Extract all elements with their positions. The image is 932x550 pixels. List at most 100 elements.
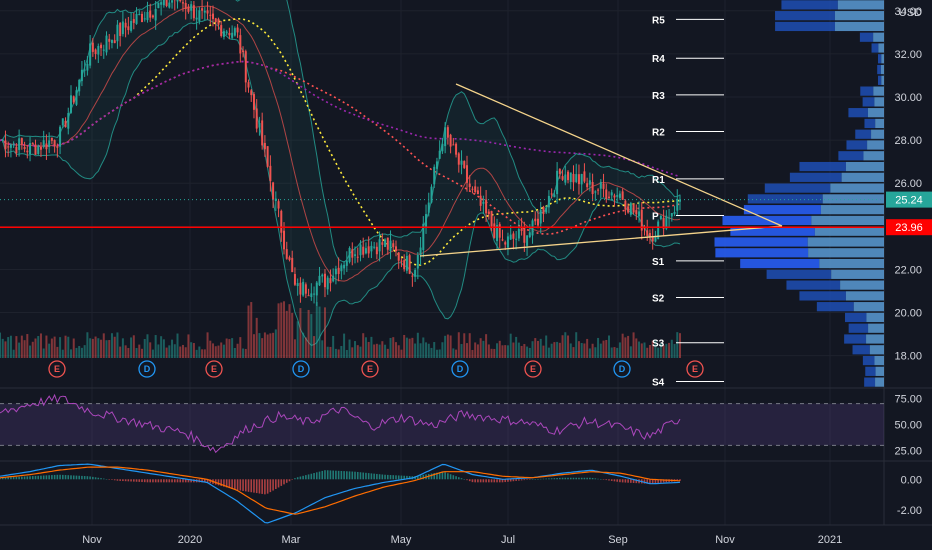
volume-bar — [479, 338, 482, 358]
dividend-badge[interactable] — [292, 360, 310, 378]
volume-bar — [397, 345, 400, 358]
dividend-badge[interactable] — [138, 360, 156, 378]
macd-histogram-bar — [477, 479, 479, 483]
macd-histogram-bar — [386, 474, 389, 480]
candle-body — [375, 246, 378, 255]
macd-histogram-bar — [340, 470, 343, 480]
macd-histogram-bar — [81, 475, 83, 480]
volume-bar — [23, 340, 26, 358]
dividend-badge[interactable] — [613, 360, 631, 378]
macd-histogram-bar — [34, 475, 37, 480]
candle-body — [651, 236, 654, 242]
earnings-badge[interactable] — [524, 360, 542, 378]
macd-histogram-bar — [509, 479, 512, 482]
macd-histogram-bar — [83, 476, 86, 480]
volume-bar — [599, 343, 602, 358]
macd-histogram-bar — [179, 479, 182, 483]
volume-bar — [384, 344, 387, 358]
macd-histogram-bar — [124, 479, 127, 482]
candle-body — [94, 49, 97, 55]
macd-histogram-bar — [572, 477, 575, 480]
volume-bar — [149, 342, 152, 358]
candle-body — [15, 146, 18, 154]
macd-histogram-bar — [417, 475, 419, 480]
macd-histogram-bar — [154, 479, 157, 483]
candle-body — [648, 232, 651, 237]
candle-body — [59, 126, 62, 147]
macd-histogram-bar — [466, 479, 468, 481]
macd-histogram-bar — [679, 479, 681, 481]
volume-bar — [329, 346, 332, 358]
volume-profile-bar — [868, 323, 884, 333]
macd-histogram-bar — [408, 476, 411, 480]
candle-body — [517, 229, 520, 239]
pivot-label: R2 — [652, 127, 665, 138]
volume-bar — [12, 349, 15, 358]
volume-profile-bar — [743, 205, 821, 215]
earnings-badge[interactable] — [686, 360, 704, 378]
volume-profile-bar — [846, 140, 868, 150]
bollinger-fill — [0, 0, 680, 346]
macd-histogram-bar — [318, 471, 321, 480]
candle-body — [446, 127, 449, 138]
volume-bar — [378, 344, 381, 358]
volume-bar — [583, 343, 586, 358]
volume-bar — [277, 303, 280, 358]
candle-body — [558, 168, 561, 174]
candle-body — [217, 18, 220, 25]
price-pane[interactable]: R5 R4 R3 R2 R1 P S1 S2 S3 S4 E D E D E D E D E — [0, 0, 884, 389]
volume-profile-bar — [837, 0, 884, 10]
candle-body — [536, 218, 539, 226]
macd-histogram-bar — [578, 477, 580, 480]
candle-body — [496, 225, 499, 242]
volume-bar — [70, 349, 73, 358]
candle-body — [157, 2, 160, 9]
candle-body — [187, 6, 190, 12]
volume-bar — [67, 336, 70, 358]
macd-pane[interactable] — [0, 463, 681, 524]
candle-body — [468, 183, 471, 188]
earnings-badge[interactable] — [361, 360, 379, 378]
earnings-badge[interactable] — [48, 360, 66, 378]
candle-body — [48, 140, 51, 147]
candle-body — [569, 172, 572, 182]
volume-profile-bar — [848, 323, 869, 333]
volume-profile-bar — [845, 312, 867, 323]
candle-body — [654, 236, 657, 242]
volume-bar — [430, 347, 433, 358]
volume-profile — [714, 0, 884, 387]
volume-bar — [173, 344, 176, 358]
macd-histogram-bar — [329, 470, 332, 480]
macd-histogram-bar — [507, 479, 509, 482]
macd-histogram-bar — [460, 478, 463, 480]
volume-bar — [512, 342, 515, 358]
pivot-label: R3 — [652, 91, 665, 102]
volume-bar — [624, 337, 627, 358]
volume-bar — [236, 343, 239, 358]
candle-body — [392, 243, 395, 248]
candle-body — [504, 242, 507, 245]
dividend-badge[interactable] — [451, 360, 469, 378]
candle-body — [34, 144, 37, 155]
volume-bar — [348, 339, 351, 358]
candle-body — [121, 21, 124, 35]
candle-body — [471, 188, 474, 190]
volume-bar — [594, 347, 597, 358]
macd-histogram-bar — [108, 479, 111, 480]
macd-histogram-bar — [485, 479, 487, 483]
volume-profile-bar — [807, 237, 884, 247]
volume-bar — [662, 345, 665, 358]
macd-histogram-bar — [42, 475, 45, 480]
earnings-badge[interactable] — [205, 360, 223, 378]
rsi-pane[interactable] — [0, 393, 884, 454]
volume-bar — [542, 345, 545, 358]
candle-body — [53, 140, 56, 146]
macd-histogram-bar — [239, 479, 242, 491]
volume-bar — [258, 333, 261, 358]
macd-histogram-bar — [605, 479, 608, 481]
volume-bar — [673, 344, 676, 358]
volume-profile-bar — [816, 302, 854, 312]
volume-bar — [332, 335, 335, 358]
macd-histogram-bar — [452, 475, 455, 480]
volume-bar — [345, 349, 348, 358]
